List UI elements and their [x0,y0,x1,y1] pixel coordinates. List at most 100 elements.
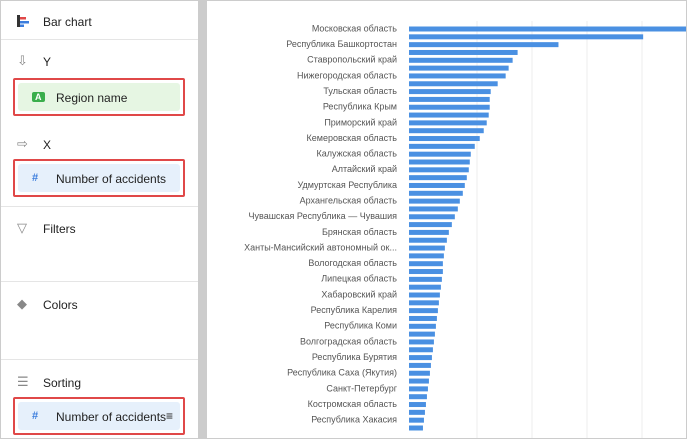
bar [409,394,427,400]
bar [409,370,430,376]
bar [409,42,559,48]
grid [476,21,643,438]
y-tick-label: Нижегородская область [297,70,397,80]
bar [409,120,487,126]
sort-icon: ☰ [17,374,29,389]
bar [409,159,470,165]
y-tick-label: Тульская область [323,86,397,96]
bar [409,73,506,79]
bar [409,284,441,290]
bar [409,151,471,157]
bar [409,292,440,298]
bar [409,417,424,423]
bar [409,26,686,32]
bar [409,253,444,259]
section-title: Y [43,55,52,69]
bar [409,198,460,204]
bar [409,355,432,361]
bar [409,81,498,87]
y-tick-label: Брянская область [322,227,397,237]
bar [409,409,425,415]
bar [409,315,437,321]
y-tick-label: Чувашская Республика — Чувашия [249,211,398,221]
field-name: Region name [56,91,128,105]
y-tick-label: Московская область [312,23,397,33]
bar [409,362,431,368]
bar [409,175,467,181]
colors-icon: ◆ [17,296,27,311]
y-tick-label: Хабаровский край [321,289,397,299]
y-tick-label: Республика Крым [323,102,397,112]
y-tick-label: Костромская область [308,399,398,409]
bar [409,269,443,275]
bar [409,206,458,212]
bar [409,229,449,235]
y-tick-label: Республика Карелия [311,305,397,315]
y-tick-label: Волгоградская область [300,336,397,346]
bar [409,261,443,267]
y-tick-label: Алтайский край [332,164,397,174]
section-title: X [43,138,52,152]
bar [409,323,436,329]
bar [409,167,469,173]
y-tick-label: Республика Коми [324,321,397,331]
bar [409,89,491,95]
y-tick-label: Республика Бурятия [312,352,397,362]
y-tick-label: Липецкая область [321,274,397,284]
bar [409,331,435,337]
section-title: Colors [43,298,78,312]
x-icon: ⇨ [17,136,28,151]
bar [409,190,463,196]
sort-direction[interactable]: ≡ [166,409,174,423]
bar [409,49,518,55]
bar [409,182,465,188]
y-tick-label: Архангельская область [300,195,398,205]
y-tick-label: Ставропольский край [307,55,397,65]
bar [409,143,475,149]
field-name: Number of accidents [56,172,167,186]
field-icon: A [32,92,45,102]
chart-type[interactable]: Bar chart [43,15,92,29]
bar [409,300,439,306]
y-tick-label: Удмуртская Республика [297,180,397,190]
y-icon: ⇩ [17,53,28,68]
bar [409,57,513,63]
bar [409,378,429,384]
y-tick-label: Вологодская область [308,258,397,268]
divider [1,359,198,360]
y-tick-label: Республика Хакасия [311,415,397,425]
bar [409,386,428,392]
y-tick-label: Санкт-Петербург [326,383,397,393]
bar [409,96,490,102]
bar [409,237,447,243]
scrollbar [198,1,207,438]
bar [409,112,489,118]
bar [409,245,445,251]
bar [409,339,434,345]
bar [409,402,426,408]
y-tick-label: Республика Саха (Якутия) [287,368,397,378]
divider [1,281,198,282]
field-icon: # [32,410,39,422]
field-pill[interactable]: # Number of accidents [13,159,185,197]
bar [409,214,455,220]
y-tick-label: Кемеровская область [307,133,398,143]
sidebar: Bar chart ⇩ Y A Region name ⇨ X # Number… [1,1,198,438]
field-pill[interactable]: # Number of accidents ≡ [13,397,185,435]
bar-chart-icon [17,15,29,27]
bar [409,425,423,431]
y-tick-label: Республика Башкортостан [286,39,397,49]
y-tick-label: Приморский край [324,117,397,127]
bar [409,128,484,134]
bar [409,347,433,353]
bar [409,65,509,71]
bar [409,276,442,282]
section-title: Sorting [43,376,82,390]
y-tick-label: Калужская область [317,149,398,159]
y-tick-label: Ханты-Мансийский автономный ок... [244,242,397,252]
field-pill[interactable]: A Region name [13,78,185,116]
chart: Московская область Республика Башкортоста… [244,21,686,438]
filter-icon: ▽ [17,220,27,235]
divider [1,39,198,40]
